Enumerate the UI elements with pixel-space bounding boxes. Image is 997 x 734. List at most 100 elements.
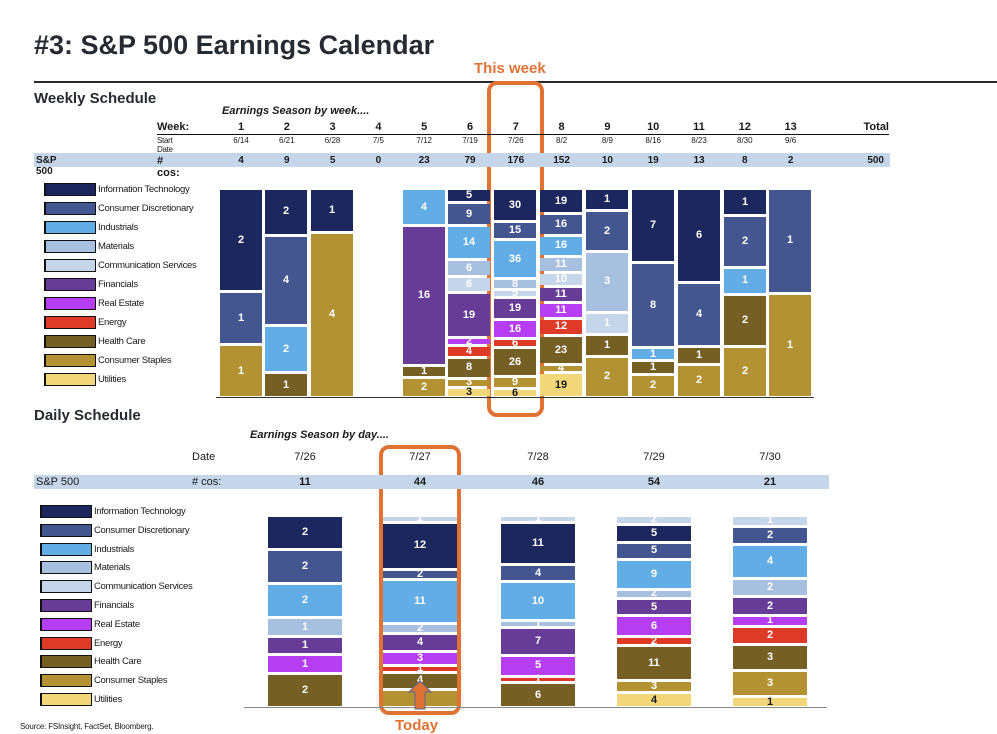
weekly-subtitle: Earnings Season by week.... [222,105,370,117]
bar-value-label: 16 [554,239,568,252]
bar-segment-mat: 11 [540,258,582,271]
bar-value-label: 11 [555,257,567,270]
legend-label: Energy [98,317,127,328]
bar-value-label: 5 [650,526,658,539]
bar-value-label: 6 [465,277,473,290]
page-title: #3: S&P 500 Earnings Calendar [34,30,435,60]
bar-segment-hc: 3 [733,646,807,670]
weekly-x-axis [216,397,814,398]
bar-value-label: 1 [741,195,749,208]
week-count: 9 [284,155,290,166]
day-date: 7/26 [294,451,316,463]
bar-value-label: 16 [417,289,431,302]
bar-segment-comm: 6 [448,277,490,292]
bar-value-label: 3 [766,651,774,664]
bar-value-label: 11 [648,656,660,669]
legend-label: Health Care [94,656,142,668]
legend-item-cd: Consumer Discretionary [40,523,190,538]
legend-label: Consumer Discretionary [98,203,194,214]
bar-segment-fin: 11 [540,288,582,302]
day-count: 46 [531,476,545,488]
week-count: 10 [601,155,613,166]
bar-segment-hc: 8 [448,358,490,377]
bar-value-label: 6 [465,261,473,274]
bar-segment-mat: 1 [268,619,342,635]
bar-segment-re: 6 [617,617,691,636]
legend-label: Health Care [98,336,146,347]
day-date: 7/29 [643,451,665,463]
bar-segment-fin: 19 [494,299,536,318]
bar-value-label: 7 [534,634,542,647]
bar-value-label: 2 [416,568,424,581]
legend-item-re: Real Estate [40,617,140,632]
week-number: 6 [466,121,474,133]
bar-value-label: 1 [534,512,542,525]
bar-value-label: 5 [511,287,519,299]
bar-value-label: 11 [555,288,567,301]
bar-segment-ind: 4 [403,190,445,225]
bar-segment-hc: 2 [268,674,342,706]
bar-segment-it: 2 [265,190,307,234]
bar-segment-hc: 23 [540,336,582,364]
bar-segment-comm: 1 [383,513,457,524]
week-header-label: Week: [157,121,190,133]
start-date-label: Start Date [157,136,173,154]
bar-segment-cd: 2 [724,217,766,266]
bar-segment-cd: 5 [617,543,691,559]
today-callout: Today [395,717,439,734]
bar-value-label: 4 [695,307,703,320]
legend-label: Consumer Staples [94,675,168,687]
bar-segment-cd: 2 [268,551,342,583]
week-number: 11 [693,121,705,133]
bar-segment-ind: 9 [617,561,691,588]
weekly-count-band [34,153,890,167]
bar-segment-it: 7 [632,190,674,262]
week-header-rule [157,134,889,135]
bar-segment-comm: 1 [586,313,628,333]
week-start-date: 7/19 [462,136,478,145]
bar-segment-fin: 2 [733,598,807,614]
bar-segment-hc: 1 [586,335,628,355]
bar-value-label: 8 [649,298,657,311]
bar-value-label: 1 [786,338,794,351]
bar-value-label: 3 [766,677,774,690]
bar-segment-en: 2 [617,635,691,646]
bar-value-label: 1 [766,514,774,527]
bar-segment-cs: 3 [733,672,807,696]
bar-value-label: 2 [766,599,774,612]
legend-item-util: Utilities [40,692,122,707]
legend-label: Financials [98,279,138,290]
week-start-date: 7/12 [416,136,432,145]
bar-segment-mat: 6 [448,261,490,275]
bar-segment-it: 5 [448,190,490,202]
legend-swatch-it [44,183,96,196]
legend-item-comm: Communication Services [40,579,193,594]
bar-value-label: 2 [237,233,245,246]
legend-label: Real Estate [94,618,140,630]
legend-swatch-it [40,505,92,518]
bar-segment-fin: 19 [448,294,490,337]
bar-value-label: 1 [237,364,245,377]
legend-label: Utilities [98,374,126,385]
bar-segment-ind: 4 [733,546,807,577]
legend-swatch-en [40,636,92,650]
legend-label: Consumer Staples [98,355,172,366]
bar-value-label: 2 [650,513,658,526]
legend-item-fin: Financials [44,277,138,292]
bar-value-label: 1 [420,365,428,378]
bar-value-label: 2 [766,528,774,541]
bar-value-label: 8 [465,361,473,374]
bar-value-label: 2 [301,683,309,696]
bar-segment-hc: 6 [501,684,575,706]
bar-value-label: 8 [511,277,519,290]
bar-segment-ind: 2 [265,327,307,372]
bar-value-label: 3 [650,680,658,693]
legend-label: Financials [94,600,134,611]
bar-segment-cs: 4 [540,363,582,374]
weekly-row-label: S&P 500 [36,155,57,177]
week-number: 1 [237,121,245,133]
bar-segment-ind: 1 [632,348,674,360]
bar-value-label: 4 [416,635,424,648]
bar-segment-fin: 1 [268,637,342,654]
bar-segment-mat: 8 [494,277,536,290]
